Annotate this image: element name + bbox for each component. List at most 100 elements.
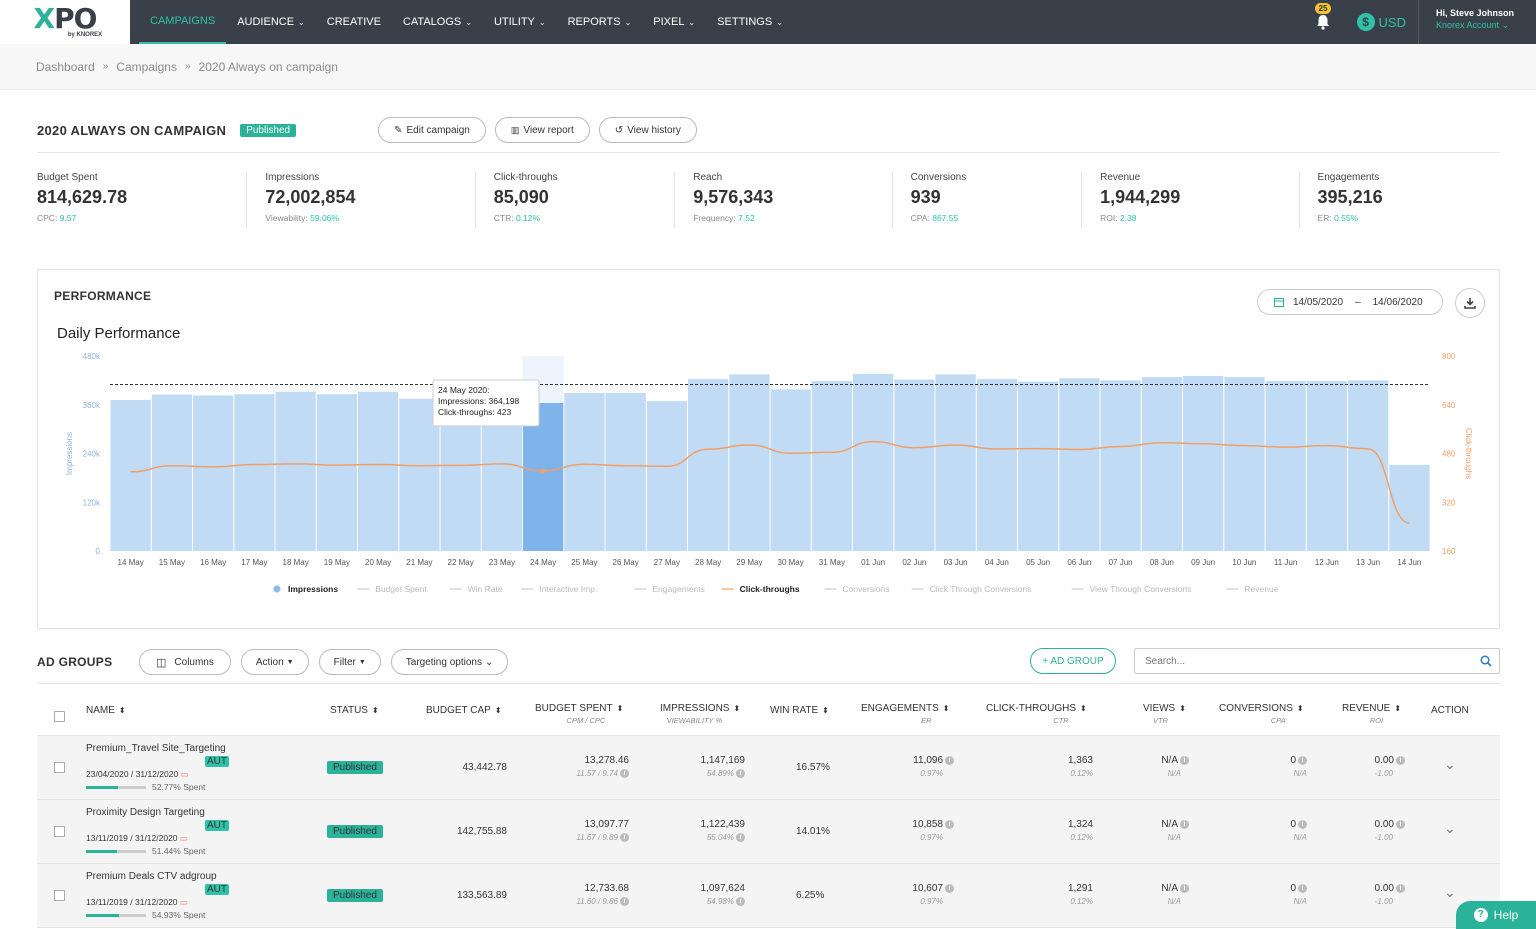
impressions-bar[interactable] [646,401,688,551]
help-button[interactable]: ? Help [1456,901,1536,929]
legend-item[interactable]: Impressions [288,584,338,594]
impressions-bar[interactable] [358,391,399,552]
row-checkbox[interactable] [54,826,65,837]
breadcrumb-campaigns[interactable]: Campaigns [116,59,177,74]
impressions-bar[interactable] [1265,381,1306,551]
info-icon[interactable]: i [736,833,745,843]
impressions-bar[interactable] [894,379,935,551]
info-icon[interactable]: i [620,833,629,843]
select-all-checkbox[interactable] [54,711,65,722]
row-action-chevron-icon[interactable]: ⌄ [1444,820,1456,836]
currency-selector[interactable]: $ USD [1356,13,1406,31]
add-adgroup-button[interactable]: + AD GROUP [1030,648,1116,674]
download-button[interactable] [1455,288,1485,318]
impressions-bar[interactable] [110,399,151,551]
info-icon[interactable]: i [620,769,629,779]
impressions-bar[interactable] [151,394,193,551]
impressions-bar[interactable] [316,394,358,551]
info-icon[interactable]: i [945,755,954,765]
impressions-bar[interactable] [1348,380,1389,551]
column-header-engagements[interactable]: ENGAGEMENTS ⬍ ER [861,703,950,725]
filter-dropdown[interactable]: Filter ▼ [318,649,381,675]
breadcrumb-dashboard[interactable]: Dashboard [36,59,95,74]
table-row[interactable]: Premium_Travel Site_Targeting AUT 23/04/20… [37,736,1500,800]
impressions-bar[interactable] [1224,377,1265,551]
column-header-status[interactable]: STATUS ⬍ [330,705,379,716]
nav-item-creative[interactable]: CREATIVE [316,0,392,44]
legend-item[interactable]: Budget Spent [375,584,427,594]
adgroup-name-link[interactable]: Premium Deals CTV adgroup [86,871,217,882]
info-icon[interactable]: i [736,897,745,907]
legend-item[interactable]: View Through Conversions [1090,584,1192,594]
impressions-bar[interactable] [275,391,316,552]
impressions-bar[interactable] [770,389,811,551]
notifications-button[interactable]: 25 [1311,3,1335,34]
impressions-bar[interactable] [1141,377,1183,551]
row-action-chevron-icon[interactable]: ⌄ [1444,756,1456,772]
impressions-bar[interactable] [729,374,770,551]
column-header-views[interactable]: VIEWS ⬍ VTR [1143,703,1186,725]
column-header-name[interactable]: NAME ⬍ [86,705,126,716]
impressions-bar[interactable] [523,403,564,551]
adgroup-search[interactable]: Search... [1134,648,1500,674]
row-checkbox[interactable] [54,890,65,901]
legend-item[interactable]: Win Rate [468,584,503,594]
row-action-chevron-icon[interactable]: ⌄ [1444,884,1456,900]
legend-item[interactable]: Click Through Conversions [930,584,1032,594]
impressions-bar[interactable] [1183,375,1224,551]
impressions-bar[interactable] [688,379,729,551]
column-header-budget-spent[interactable]: BUDGET SPENT ⬍ CPM / CPC [535,703,623,725]
edit-campaign-button[interactable]: ✎ Edit campaign [378,117,486,143]
search-icon[interactable] [1480,655,1492,667]
table-row[interactable]: Premium Deals CTV adgroup AUT 13/11/2019 /… [37,864,1500,928]
search-input[interactable]: Search... [1145,655,1186,667]
impressions-bar[interactable] [853,373,894,551]
info-icon[interactable]: i [1298,755,1307,765]
view-report-button[interactable]: ▥ View report [494,117,590,143]
view-history-button[interactable]: ↺ View history [598,117,697,143]
xpo-logo[interactable]: XPO by KNOREX [0,0,130,44]
column-header-revenue[interactable]: REVENUE ⬍ ROI [1342,703,1401,725]
adgroup-name-link[interactable]: Proximity Design Targeting [86,807,205,818]
info-icon[interactable]: i [736,769,745,779]
nav-item-settings[interactable]: SETTINGS ⌄ [706,0,794,44]
nav-item-campaigns[interactable]: CAMPAIGNS [139,0,227,44]
info-icon[interactable]: i [945,819,954,829]
info-icon[interactable]: i [945,883,954,893]
impressions-bar[interactable] [1059,378,1100,551]
nav-item-pixel[interactable]: PIXEL ⌄ [642,0,706,44]
impressions-bar[interactable] [193,395,234,551]
columns-button[interactable]: ◫ Columns [139,649,231,675]
column-header-budget-cap[interactable]: BUDGET CAP ⬍ [426,705,502,716]
date-range-picker[interactable]: 14/05/2020 – 14/06/2020 [1257,289,1443,315]
info-icon[interactable]: i [1180,819,1189,829]
legend-item[interactable]: Click-throughs [740,584,800,594]
impressions-bar[interactable] [1100,380,1141,551]
info-icon[interactable]: i [1298,883,1307,893]
targeting-options-dropdown[interactable]: Targeting options ⌄ [390,649,509,675]
info-icon[interactable]: i [1298,819,1307,829]
legend-item[interactable]: Revenue [1244,584,1278,594]
nav-item-catalogs[interactable]: CATALOGS ⌄ [392,0,483,44]
info-icon[interactable]: i [1396,883,1405,893]
info-icon[interactable]: i [1396,819,1405,829]
nav-item-audience[interactable]: AUDIENCE ⌄ [226,0,316,44]
column-header-impressions[interactable]: IMPRESSIONS ⬍ VIEWABILITY % [660,703,740,725]
legend-item[interactable]: Interactive Imp. [539,584,597,594]
table-row[interactable]: Proximity Design Targeting AUT 13/11/2019 … [37,800,1500,864]
info-icon[interactable]: i [1396,755,1405,765]
row-checkbox[interactable] [54,762,65,773]
impressions-bar[interactable] [234,394,275,551]
impressions-bar[interactable] [605,393,646,551]
column-header-win-rate[interactable]: WIN RATE ⬍ [770,705,829,716]
column-header-conversions[interactable]: CONVERSIONS ⬍ CPA [1219,703,1304,725]
impressions-bar[interactable] [564,393,605,551]
user-menu[interactable]: Hi, Steve Johnson Knorex Account ⌄ [1418,0,1536,44]
click-throughs-point[interactable] [540,468,546,474]
impressions-bar[interactable] [935,374,976,551]
info-icon[interactable]: i [620,897,629,907]
action-dropdown[interactable]: Action ▼ [240,649,309,675]
info-icon[interactable]: i [1180,883,1189,893]
impressions-bar[interactable] [811,381,853,551]
adgroup-name-link[interactable]: Premium_Travel Site_Targeting [86,743,226,754]
